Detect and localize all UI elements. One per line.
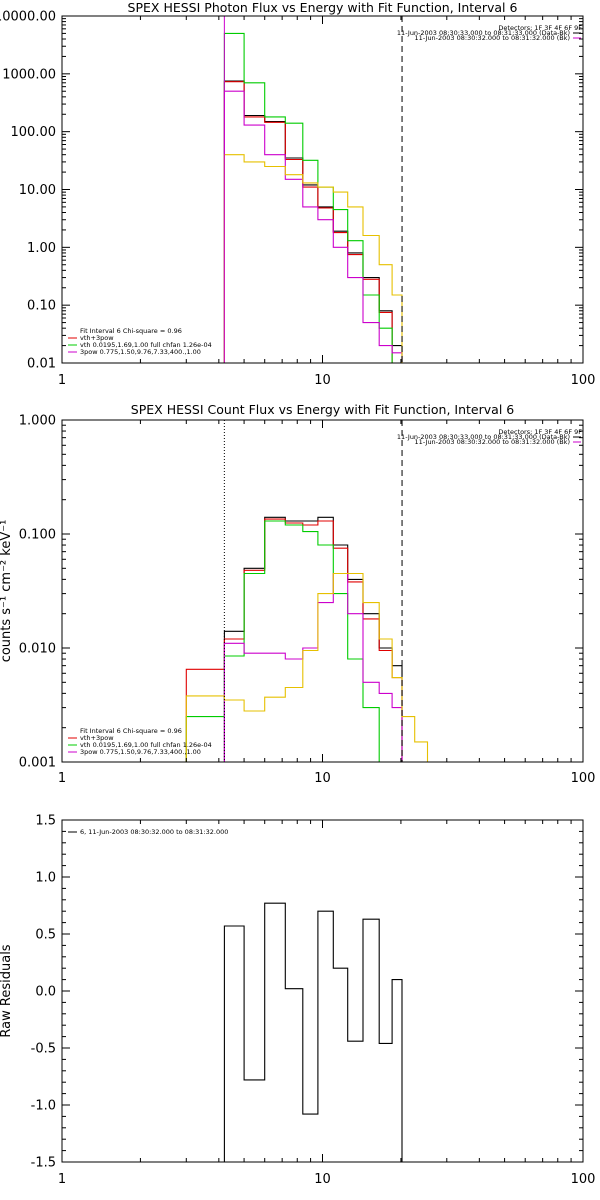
series-line-3 xyxy=(223,572,403,762)
y-tick-label: 1.0 xyxy=(35,871,56,886)
series-line-0 xyxy=(223,902,403,1162)
series-line-2 xyxy=(185,520,380,762)
legend-entry: 6, 11-Jun-2003 08:30:32.000 to 08:31:32.… xyxy=(80,828,228,836)
info-line: Detectors: 1F 3F 4F 6F 9F xyxy=(498,428,582,436)
chart-title: SPEX HESSI Count Flux vs Energy with Fit… xyxy=(131,402,514,417)
series-line-4 xyxy=(223,154,403,363)
series-line-3 xyxy=(223,90,403,363)
count-flux-panel: SPEX HESSI Count Flux vs Energy with Fit… xyxy=(0,402,595,786)
legend-entry: 3pow 0.775,1.50,9.76,7.33,400.,1.00 xyxy=(80,748,201,756)
y-tick-label: 1000.00 xyxy=(2,67,56,82)
series-group xyxy=(223,902,403,1162)
y-tick-label: 0.100 xyxy=(19,528,56,543)
x-tick-label: 100 xyxy=(571,771,596,786)
y-tick-label: -1.0 xyxy=(31,1099,56,1114)
y-tick-label: 0.01 xyxy=(27,357,56,372)
chart-title: SPEX HESSI Photon Flux vs Energy with Fi… xyxy=(128,0,518,15)
x-tick-label: 1 xyxy=(58,1172,66,1187)
x-tick-label: 100 xyxy=(571,373,596,388)
legend: Fit Interval 6 Chi-square = 0.96vth+3pow… xyxy=(68,727,212,756)
info-line: Detectors: 1F 3F 4F 6F 9F xyxy=(498,24,582,32)
y-tick-label: 1.5 xyxy=(35,814,56,829)
y-tick-label: 100.00 xyxy=(11,125,57,140)
series-group xyxy=(223,32,403,363)
plot-frame xyxy=(61,419,584,763)
y-tick-label: 10000.00 xyxy=(0,10,56,25)
series-line-4 xyxy=(185,572,429,762)
series-line-2 xyxy=(223,32,402,363)
y-tick-label: 0.5 xyxy=(35,928,56,943)
y-tick-label: 1.000 xyxy=(19,414,56,429)
series-line-0 xyxy=(223,516,403,762)
series-group xyxy=(185,516,429,762)
residuals-panel: Raw Residuals 1 10 100 1.5 1.0 0.5 0.0 -0.5 -1.0 -… xyxy=(0,814,595,1188)
info-line: 11-Jun-2003 08:30:33.000 to 08:31:33.000… xyxy=(397,433,570,441)
info-line: 11-Jun-2003 08:30:33.000 to 08:31:33.000… xyxy=(397,29,570,37)
y-tick-label: 1.00 xyxy=(27,241,56,256)
legend-entry: vth+3pow xyxy=(80,334,114,342)
legend-entry: vth 0.0195,1.69,1.00 full chfan 1.26e-04 xyxy=(80,341,212,349)
y-axis-label: counts s⁻¹ cm⁻² keV⁻¹ xyxy=(0,520,14,663)
series-line-1 xyxy=(185,518,403,762)
y-tick-label: 10.00 xyxy=(19,183,56,198)
fit-label: Fit Interval 6 Chi-square = 0.96 xyxy=(80,727,182,735)
series-line-0 xyxy=(223,80,403,363)
legend-entry: vth 0.0195,1.69,1.00 full chfan 1.26e-04 xyxy=(80,741,212,749)
info-line: 11-Jun-2003 08:30:32.000 to 08:31:32.000… xyxy=(415,34,570,42)
plot-frame xyxy=(61,15,584,364)
photon-flux-panel: SPEX HESSI Photon Flux vs Energy with Fi… xyxy=(0,0,595,388)
y-tick-label: 0.0 xyxy=(35,985,56,1000)
y-axis-label: Raw Residuals xyxy=(0,944,14,1037)
y-tick-label: -1.5 xyxy=(31,1156,56,1171)
x-tick-label: 1 xyxy=(58,771,66,786)
series-line-1 xyxy=(223,81,393,363)
legend: Fit Interval 6 Chi-square = 0.96vth+3pow… xyxy=(68,327,212,356)
legend-entry: 3pow 0.775,1.50,9.76,7.33,400.,1.00 xyxy=(80,348,201,356)
x-tick-label: 100 xyxy=(571,1172,596,1187)
x-tick-label: 10 xyxy=(314,771,331,786)
plot-frame xyxy=(61,819,584,1163)
info-line: 11-Jun-2003 08:30:32.000 to 08:31:32.000… xyxy=(415,438,570,446)
legend: 6, 11-Jun-2003 08:30:32.000 to 08:31:32.… xyxy=(68,828,228,836)
y-tick-label: 0.001 xyxy=(19,756,56,771)
x-tick-label: 10 xyxy=(314,1172,331,1187)
legend-entry: vth+3pow xyxy=(80,734,114,742)
y-tick-label: -0.5 xyxy=(31,1042,56,1057)
x-tick-label: 10 xyxy=(314,373,331,388)
y-tick-label: 0.10 xyxy=(27,299,56,314)
x-tick-label: 1 xyxy=(58,373,66,388)
y-tick-label: 0.010 xyxy=(19,642,56,657)
fit-label: Fit Interval 6 Chi-square = 0.96 xyxy=(80,327,182,335)
